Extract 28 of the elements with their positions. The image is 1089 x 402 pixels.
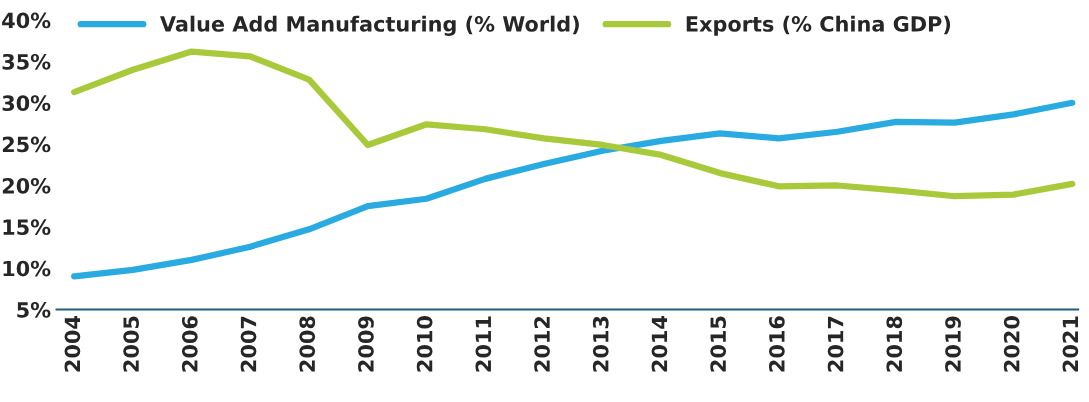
x-tick-label: 2013 xyxy=(592,316,609,372)
x-tick-label: 2016 xyxy=(769,316,785,372)
x-tick-label: 2018 xyxy=(886,316,903,372)
y-tick-label: 40% xyxy=(2,12,51,29)
x-tick-label: 2012 xyxy=(534,316,550,372)
y-tick-label: 20% xyxy=(2,177,51,194)
y-tick-label: 25% xyxy=(2,136,51,153)
x-tick-label: 2008 xyxy=(299,316,316,372)
x-tick-label: 2011 xyxy=(475,316,492,372)
x-tick-label: 2014 xyxy=(651,316,668,372)
x-tick-label: 2019 xyxy=(945,316,961,372)
x-tick-label: 2004 xyxy=(64,316,81,372)
x-tick-label: 2006 xyxy=(181,316,198,372)
x-tick-label: 2021 xyxy=(1062,316,1079,372)
x-tick-label: 2020 xyxy=(1003,316,1020,372)
x-tick-label: 2005 xyxy=(123,316,139,372)
y-tick-label: 15% xyxy=(3,219,51,236)
y-tick-label: 10% xyxy=(3,260,51,277)
legend-label: Exports (% China GDP) xyxy=(686,15,951,36)
y-tick-label: 30% xyxy=(2,95,51,112)
x-tick-label: 2015 xyxy=(710,316,727,372)
legend-label: Value Add Manufacturing (% World) xyxy=(160,15,579,37)
x-tick-label: 2017 xyxy=(827,316,844,372)
x-tick-label: 2010 xyxy=(416,316,433,372)
y-tick-label: 35% xyxy=(2,53,51,70)
x-tick-label: 2007 xyxy=(240,316,257,372)
y-tick-label: 5% xyxy=(17,301,51,318)
x-tick-label: 2009 xyxy=(358,316,374,372)
